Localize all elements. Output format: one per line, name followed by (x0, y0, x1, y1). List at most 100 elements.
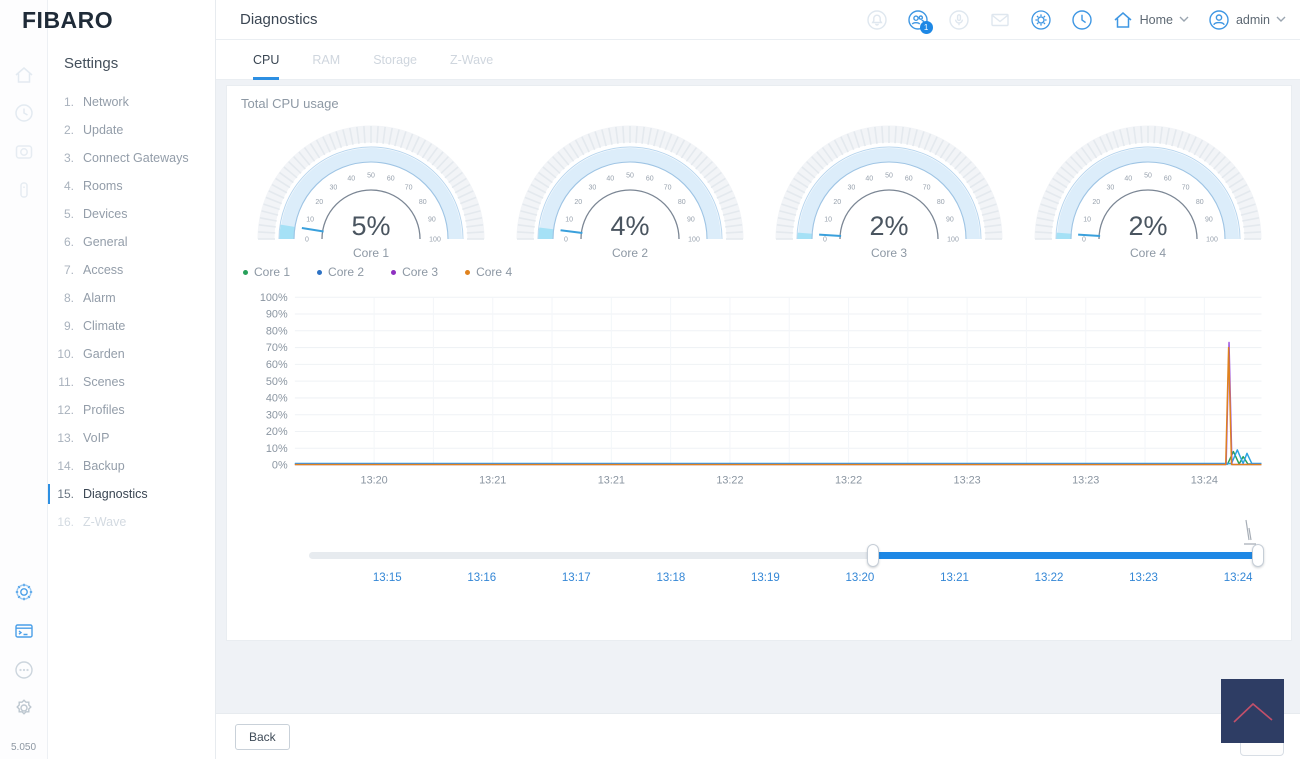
svg-text:40: 40 (1124, 176, 1132, 183)
user-menu[interactable]: admin (1208, 9, 1286, 31)
svg-text:13:23: 13:23 (1072, 475, 1099, 487)
user-label: admin (1235, 12, 1270, 27)
svg-text:40: 40 (606, 176, 614, 183)
slider-tick-label: 13:22 (1034, 572, 1064, 584)
tab-z-wave[interactable]: Z-Wave (449, 52, 494, 67)
svg-text:30: 30 (329, 185, 337, 192)
version-label: 5.050 (10, 742, 37, 753)
item-number: 14. (57, 459, 74, 473)
item-number: 3. (63, 151, 74, 165)
tab-ram[interactable]: RAM (312, 52, 341, 67)
scroll-top-button[interactable] (1221, 679, 1284, 743)
svg-text:100%: 100% (260, 293, 288, 304)
main-area: Diagnostics 1 (216, 0, 1300, 759)
sidebar-item-connect-gateways[interactable]: 3. Connect Gateways (48, 144, 215, 172)
item-number: 2. (63, 123, 74, 137)
sidebar-item-profiles[interactable]: 12. Profiles (48, 396, 215, 424)
series-core-2 (294, 449, 1262, 465)
legend-item-core-2[interactable]: Core 2 (317, 265, 364, 279)
item-number: 10. (57, 347, 74, 361)
svg-text:50: 50 (1144, 173, 1152, 180)
sidebar-item-climate[interactable]: 9. Climate (48, 312, 215, 340)
tabs-bar: CPU RAM Storage Z-Wave (216, 40, 1300, 80)
svg-text:10: 10 (824, 217, 832, 224)
svg-text:70: 70 (404, 185, 412, 192)
svg-text:100: 100 (429, 237, 441, 244)
item-number: 4. (63, 179, 74, 193)
sidebar-item-alarm[interactable]: 8. Alarm (48, 284, 215, 312)
remote-icon[interactable] (13, 179, 35, 201)
svg-text:20: 20 (574, 199, 582, 206)
sidebar-item-access[interactable]: 7. Access (48, 256, 215, 284)
clock-icon[interactable] (1071, 9, 1093, 31)
camera-icon[interactable] (13, 141, 35, 163)
gauge-value: 2% (1128, 211, 1167, 241)
svg-text:0%: 0% (272, 460, 288, 472)
item-label: General (83, 235, 128, 249)
microphone-icon[interactable] (948, 9, 970, 31)
svg-text:30%: 30% (266, 409, 288, 421)
cpu-usage-chart: 0% 10% 20% 30% 40% 50% 60% 70% 80% 90% 100% 13:20 13… (241, 293, 1277, 490)
item-label: Backup (83, 459, 125, 473)
slider-handle-right[interactable] (1252, 544, 1265, 567)
gear-icon[interactable] (13, 581, 35, 603)
sidebar-item-z-wave[interactable]: 16. Z-Wave (48, 508, 215, 536)
svg-text:30: 30 (588, 185, 596, 192)
chart-legend: Core 1 Core 2 Core 3 Core 4 (243, 265, 1277, 279)
svg-text:30: 30 (847, 185, 855, 192)
gauge-core-4: 0 10 20 30 40 50 60 70 80 90 100 2% Core 4 (1018, 125, 1277, 259)
slider-handle-left[interactable] (866, 544, 879, 567)
item-label: VoIP (83, 431, 110, 445)
series-core-1 (294, 450, 1262, 465)
legend-dot (317, 269, 323, 275)
alarm-bell-icon[interactable] (866, 9, 888, 31)
sidebar-item-diagnostics[interactable]: 15. Diagnostics (47, 480, 215, 508)
svg-text:0: 0 (1082, 237, 1086, 244)
tab-cpu[interactable]: CPU (253, 40, 280, 80)
time-range-slider: 13:15 13:16 13:17 13:18 13:19 13:20 13:21 13:22… (309, 516, 1265, 594)
svg-text:40: 40 (865, 176, 873, 183)
slider-labels: 13:15 13:16 13:17 13:18 13:19 13:20 13:21 13:22… (309, 572, 1263, 588)
svg-text:50%: 50% (266, 376, 288, 388)
svg-text:70: 70 (663, 185, 671, 192)
sidebar-item-garden[interactable]: 10. Garden (48, 340, 215, 368)
svg-text:20%: 20% (266, 426, 288, 438)
slider-selected-range[interactable] (872, 552, 1259, 559)
back-button[interactable]: Back (235, 723, 290, 750)
item-label: Garden (83, 347, 125, 361)
svg-text:13:20: 13:20 (361, 475, 388, 487)
history-icon[interactable] (13, 102, 35, 124)
users-icon[interactable]: 1 (907, 9, 933, 34)
service-gear-icon[interactable] (13, 697, 35, 719)
slider-tick-label: 13:24 (1223, 572, 1253, 584)
series-core-4 (294, 346, 1262, 466)
gauge-core-3: 0 10 20 30 40 50 60 70 80 90 100 2% Core 3 (759, 125, 1018, 259)
legend-item-core-4[interactable]: Core 4 (465, 265, 512, 279)
sidebar-item-update[interactable]: 2. Update (48, 116, 215, 144)
sidebar-item-devices[interactable]: 5. Devices (48, 200, 215, 228)
slider-track[interactable] (309, 552, 1263, 559)
home-icon[interactable] (13, 64, 35, 86)
sidebar-item-rooms[interactable]: 4. Rooms (48, 172, 215, 200)
sidebar-item-network[interactable]: 1. Network (48, 88, 215, 116)
sidebar-item-scenes[interactable]: 11. Scenes (48, 368, 215, 396)
tab-storage[interactable]: Storage (373, 52, 417, 67)
sidebar-item-general[interactable]: 6. General (48, 228, 215, 256)
settings-sun-icon[interactable] (1030, 9, 1052, 31)
legend-item-core-1[interactable]: Core 1 (243, 265, 290, 279)
item-number: 13. (57, 431, 74, 445)
home-selector[interactable]: Home (1112, 9, 1189, 31)
gauge-value: 2% (869, 211, 908, 241)
slider-tick-label: 13:21 (940, 572, 969, 584)
support-icon[interactable] (13, 659, 35, 681)
terminal-icon[interactable] (13, 620, 35, 642)
sidebar-item-backup[interactable]: 14. Backup (48, 452, 215, 480)
mail-icon[interactable] (989, 9, 1011, 31)
item-number: 7. (63, 263, 74, 277)
sidebar-item-voip[interactable]: 13. VoIP (48, 424, 215, 452)
legend-label: Core 3 (402, 265, 439, 279)
svg-text:13:24: 13:24 (1191, 475, 1218, 487)
legend-item-core-3[interactable]: Core 3 (391, 265, 438, 279)
svg-text:20: 20 (315, 199, 323, 206)
